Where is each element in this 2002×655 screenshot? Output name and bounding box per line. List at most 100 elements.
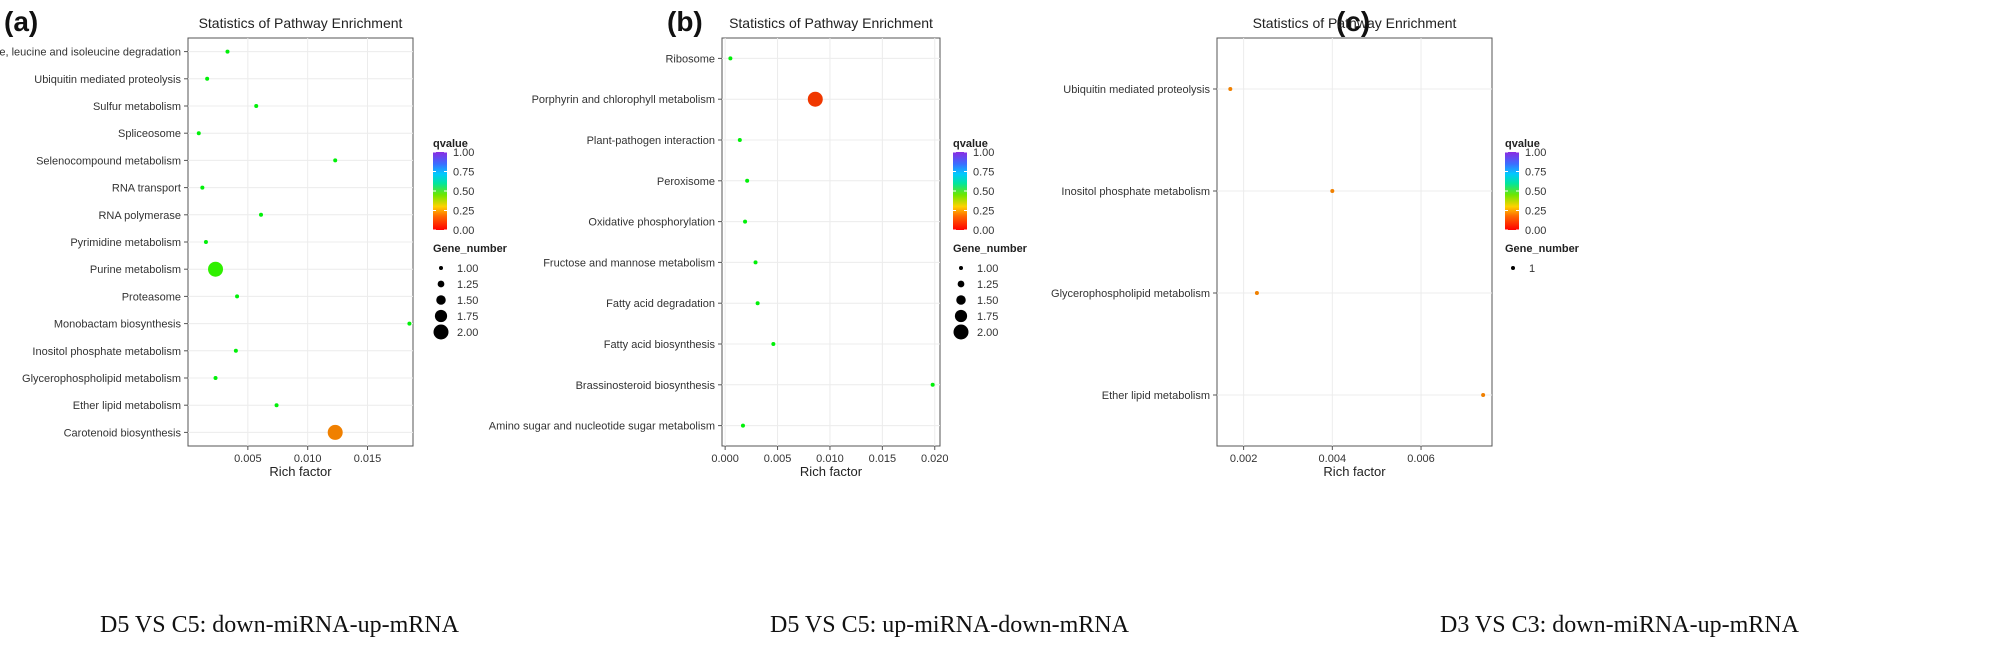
- y-tick-label: Ubiquitin mediated proteolysis: [34, 74, 181, 86]
- x-axis-title: Rich factor: [800, 464, 863, 479]
- chart-b: Statistics of Pathway Enrichment Ribosome…: [489, 15, 1028, 479]
- data-point: [233, 348, 238, 353]
- size-legend-label: 1.75: [457, 311, 478, 323]
- y-tick-label: RNA polymerase: [98, 210, 181, 222]
- data-point: [407, 321, 412, 326]
- size-legend-label: 1.75: [977, 311, 998, 323]
- y-tick-label: Fatty acid biosynthesis: [604, 339, 716, 351]
- colorbar-tick-label: 0.75: [1525, 167, 1546, 179]
- colorbar-tick-label: 0.75: [973, 167, 994, 179]
- data-point: [740, 423, 745, 428]
- data-point: [213, 376, 218, 380]
- x-tick-label: 0.020: [921, 453, 949, 465]
- y-tick-label: Glycerophospholipid metabolism: [1051, 288, 1210, 300]
- y-tick-label: Oxidative phosphorylation: [588, 217, 715, 229]
- data-point: [200, 185, 205, 190]
- colorbar-tick-label: 0.25: [973, 206, 994, 218]
- x-axis-title: Rich factor: [1323, 464, 1386, 479]
- size-legend-label: 1.25: [977, 279, 998, 291]
- y-tick-label: Inositol phosphate metabolism: [32, 346, 181, 358]
- y-tick-label: Purine metabolism: [90, 264, 181, 276]
- plot-panel: [1216, 37, 1493, 447]
- data-point: [745, 178, 750, 183]
- x-tick-label: 0.004: [1319, 453, 1347, 465]
- chart-title: Statistics of Pathway Enrichment: [1253, 15, 1457, 31]
- panel-a-letter: (a): [4, 6, 39, 37]
- size-legend-key: [437, 280, 445, 288]
- data-point: [235, 294, 240, 299]
- colorbar-tick-label: 0.50: [1525, 186, 1546, 198]
- size-legend-label: 2.00: [457, 327, 478, 339]
- y-tick-label: Amino sugar and nucleotide sugar metabol…: [489, 421, 715, 433]
- x-tick-label: 0.015: [869, 453, 897, 465]
- size-legend-label: 1.50: [457, 295, 478, 307]
- size-legend-key: [434, 309, 448, 323]
- colorbar-tick-label: 0.00: [1525, 225, 1546, 237]
- data-point: [807, 91, 823, 107]
- data-point: [259, 212, 264, 217]
- size-legend-key: [957, 280, 965, 288]
- y-tick-label: Brassinosteroid biosynthesis: [576, 380, 716, 392]
- y-tick-label: Selenocompound metabolism: [36, 155, 181, 167]
- size-legend-key: [439, 266, 443, 270]
- colorbar-tick-label: 1.00: [973, 147, 994, 159]
- data-point: [254, 104, 259, 108]
- y-tick-label: Sulfur metabolism: [93, 101, 181, 113]
- qvalue-legend-title: qvalue: [1505, 138, 1540, 150]
- panel-a-caption: D5 VS C5: down-miRNA-up-mRNA: [100, 612, 459, 638]
- colorbar-tick-label: 0.50: [453, 186, 474, 198]
- size-legend-key: [436, 295, 446, 305]
- x-tick-label: 0.002: [1230, 453, 1258, 465]
- x-tick-label: 0.015: [354, 453, 382, 465]
- panel-b-letter: (b): [667, 6, 703, 37]
- data-point: [728, 56, 733, 61]
- y-tick-label: Ether lipid metabolism: [73, 400, 181, 412]
- qvalue-colorbar: [433, 152, 447, 230]
- colorbar-tick-label: 1.00: [1525, 147, 1546, 159]
- panel-c-caption: D3 VS C3: down-miRNA-up-mRNA: [1440, 612, 1799, 638]
- y-tick-label: Carotenoid biosynthesis: [64, 427, 182, 439]
- y-tick-label: Inositol phosphate metabolism: [1061, 186, 1210, 198]
- x-tick-label: 0.005: [234, 453, 262, 465]
- gene-number-legend-title: Gene_number: [433, 243, 508, 255]
- panel-b-caption: D5 VS C5: up-miRNA-down-mRNA: [770, 612, 1129, 638]
- qvalue-legend-title: qvalue: [953, 138, 988, 150]
- size-legend-label: 1.00: [977, 263, 998, 275]
- y-tick-label: Ribosome: [665, 53, 715, 65]
- colorbar-tick-label: 0.25: [453, 206, 474, 218]
- colorbar-tick-label: 0.00: [973, 225, 994, 237]
- colorbar-tick-label: 1.00: [453, 147, 474, 159]
- data-point: [1228, 87, 1233, 91]
- data-point: [274, 403, 279, 408]
- data-point: [753, 260, 758, 265]
- y-tick-label: Plant-pathogen interaction: [587, 135, 715, 147]
- chart-a: Statistics of Pathway Enrichment Valine, …: [0, 15, 508, 479]
- y-tick-label: Valine, leucine and isoleucine degradati…: [0, 47, 181, 59]
- data-point: [1481, 393, 1486, 397]
- y-tick-label: RNA transport: [112, 183, 181, 195]
- y-tick-label: Ether lipid metabolism: [1102, 390, 1210, 402]
- size-legend-label: 1.50: [977, 295, 998, 307]
- data-point: [771, 342, 776, 346]
- y-tick-label: Fructose and mannose metabolism: [543, 257, 715, 269]
- y-tick-label: Ubiquitin mediated proteolysis: [1063, 84, 1210, 96]
- colorbar-tick-label: 0.75: [453, 167, 474, 179]
- x-tick-label: 0.000: [711, 453, 739, 465]
- panel-c-letter: (c): [1336, 6, 1371, 37]
- size-legend-label: 2.00: [977, 327, 998, 339]
- colorbar-tick-label: 0.50: [973, 186, 994, 198]
- data-point: [1254, 291, 1259, 295]
- data-point: [205, 76, 210, 81]
- colorbar-tick-label: 0.00: [453, 225, 474, 237]
- x-tick-label: 0.010: [294, 453, 322, 465]
- x-tick-label: 0.005: [764, 453, 792, 465]
- data-point: [225, 49, 230, 54]
- data-point: [755, 301, 760, 306]
- data-point: [333, 158, 338, 163]
- y-tick-label: Pyrimidine metabolism: [70, 237, 181, 249]
- size-legend-key: [953, 324, 969, 340]
- data-point: [203, 240, 208, 244]
- x-tick-label: 0.010: [816, 453, 844, 465]
- x-tick-label: 0.006: [1407, 453, 1435, 465]
- gene-number-legend-title: Gene_number: [1505, 243, 1580, 255]
